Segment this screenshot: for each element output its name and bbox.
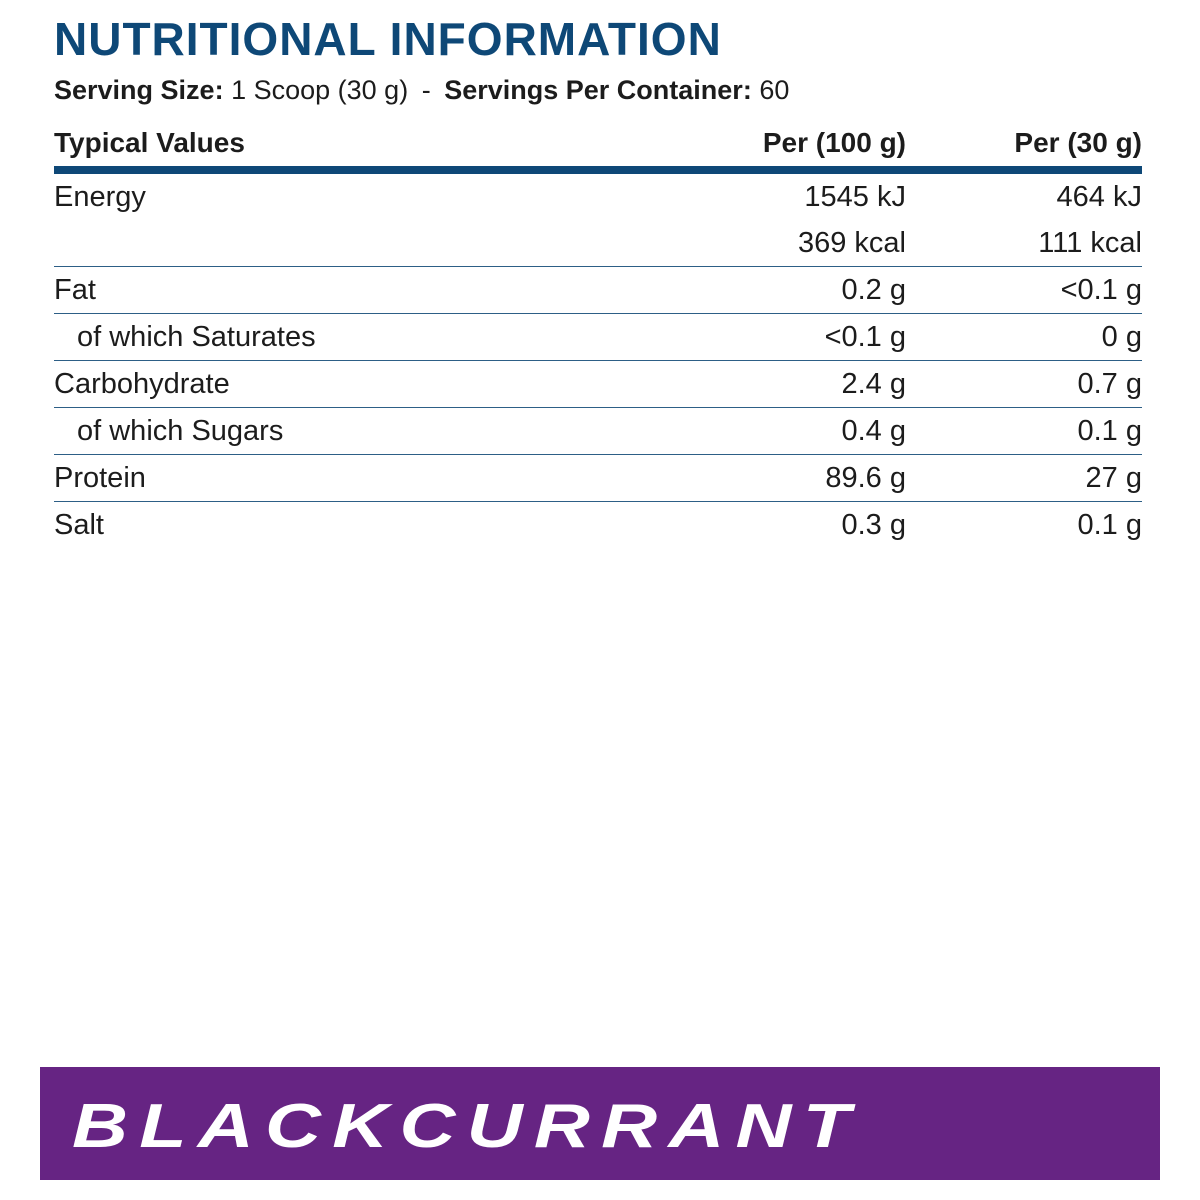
cell: 0 g — [1101, 321, 1142, 353]
servings-per-container-label: Servings Per Container: — [444, 75, 752, 105]
table-row: Fat 0.2 g <0.1 g — [54, 267, 1142, 314]
flavor-name: BLACKCURRANT — [72, 1092, 862, 1161]
cell: <0.1 g — [824, 321, 906, 353]
row-label: Fat — [54, 274, 96, 306]
cell-line: 464 kJ — [1056, 181, 1142, 213]
row-label: of which Sugars — [77, 415, 284, 447]
servings-per-container-value: 60 — [759, 75, 790, 105]
separator: - — [421, 75, 431, 105]
cell: 0.3 g — [841, 509, 907, 541]
table-row: Energy 1545 kJ 369 kcal 464 kJ 111 kcal — [54, 174, 1142, 267]
serving-info: Serving Size: 1 Scoop (30 g) - Servings … — [54, 75, 795, 106]
row-label: of which Saturates — [77, 321, 316, 353]
header-cell: Per (100 g) — [762, 127, 906, 158]
table-row: Carbohydrate 2.4 g 0.7 g — [54, 361, 1142, 408]
cell: 0.2 g — [841, 274, 907, 306]
serving-size-value: 1 Scoop (30 g) — [231, 75, 409, 105]
header-cell: Per (30 g) — [1014, 127, 1142, 158]
table-row: of which Sugars 0.4 g 0.1 g — [54, 408, 1142, 455]
cell: 89.6 g — [825, 462, 906, 494]
nutrition-table: Typical Values Per (100 g) Per (30 g) En… — [54, 120, 1142, 548]
cell: 464 kJ 111 kcal — [906, 174, 1142, 266]
cell: 0.1 g — [1077, 415, 1143, 447]
flavor-banner: BLACKCURRANT — [40, 1067, 1160, 1180]
cell: 27 g — [1085, 462, 1142, 494]
row-label: Salt — [54, 509, 104, 541]
cell-line: 369 kcal — [797, 227, 906, 259]
cell: <0.1 g — [1060, 274, 1142, 306]
header-cell: Typical Values — [54, 127, 245, 158]
row-label: Carbohydrate — [54, 368, 230, 400]
row-label: Energy — [54, 181, 146, 213]
cell: 0.7 g — [1077, 368, 1143, 400]
table-row: of which Saturates <0.1 g 0 g — [54, 314, 1142, 361]
cell: 1545 kJ 369 kcal — [646, 174, 906, 266]
cell-line: 111 kcal — [1038, 227, 1142, 259]
table-row: Salt 0.3 g 0.1 g — [54, 502, 1142, 548]
title: NUTRITIONAL INFORMATION — [54, 13, 722, 65]
row-label: Protein — [54, 462, 146, 494]
cell: 0.1 g — [1077, 509, 1143, 541]
table-row: Protein 89.6 g 27 g — [54, 455, 1142, 502]
table-header: Typical Values Per (100 g) Per (30 g) — [54, 120, 1142, 174]
cell: 2.4 g — [841, 368, 907, 400]
serving-size-label: Serving Size: — [54, 75, 224, 105]
cell-line: 1545 kJ — [804, 181, 906, 213]
cell: 0.4 g — [841, 415, 907, 447]
